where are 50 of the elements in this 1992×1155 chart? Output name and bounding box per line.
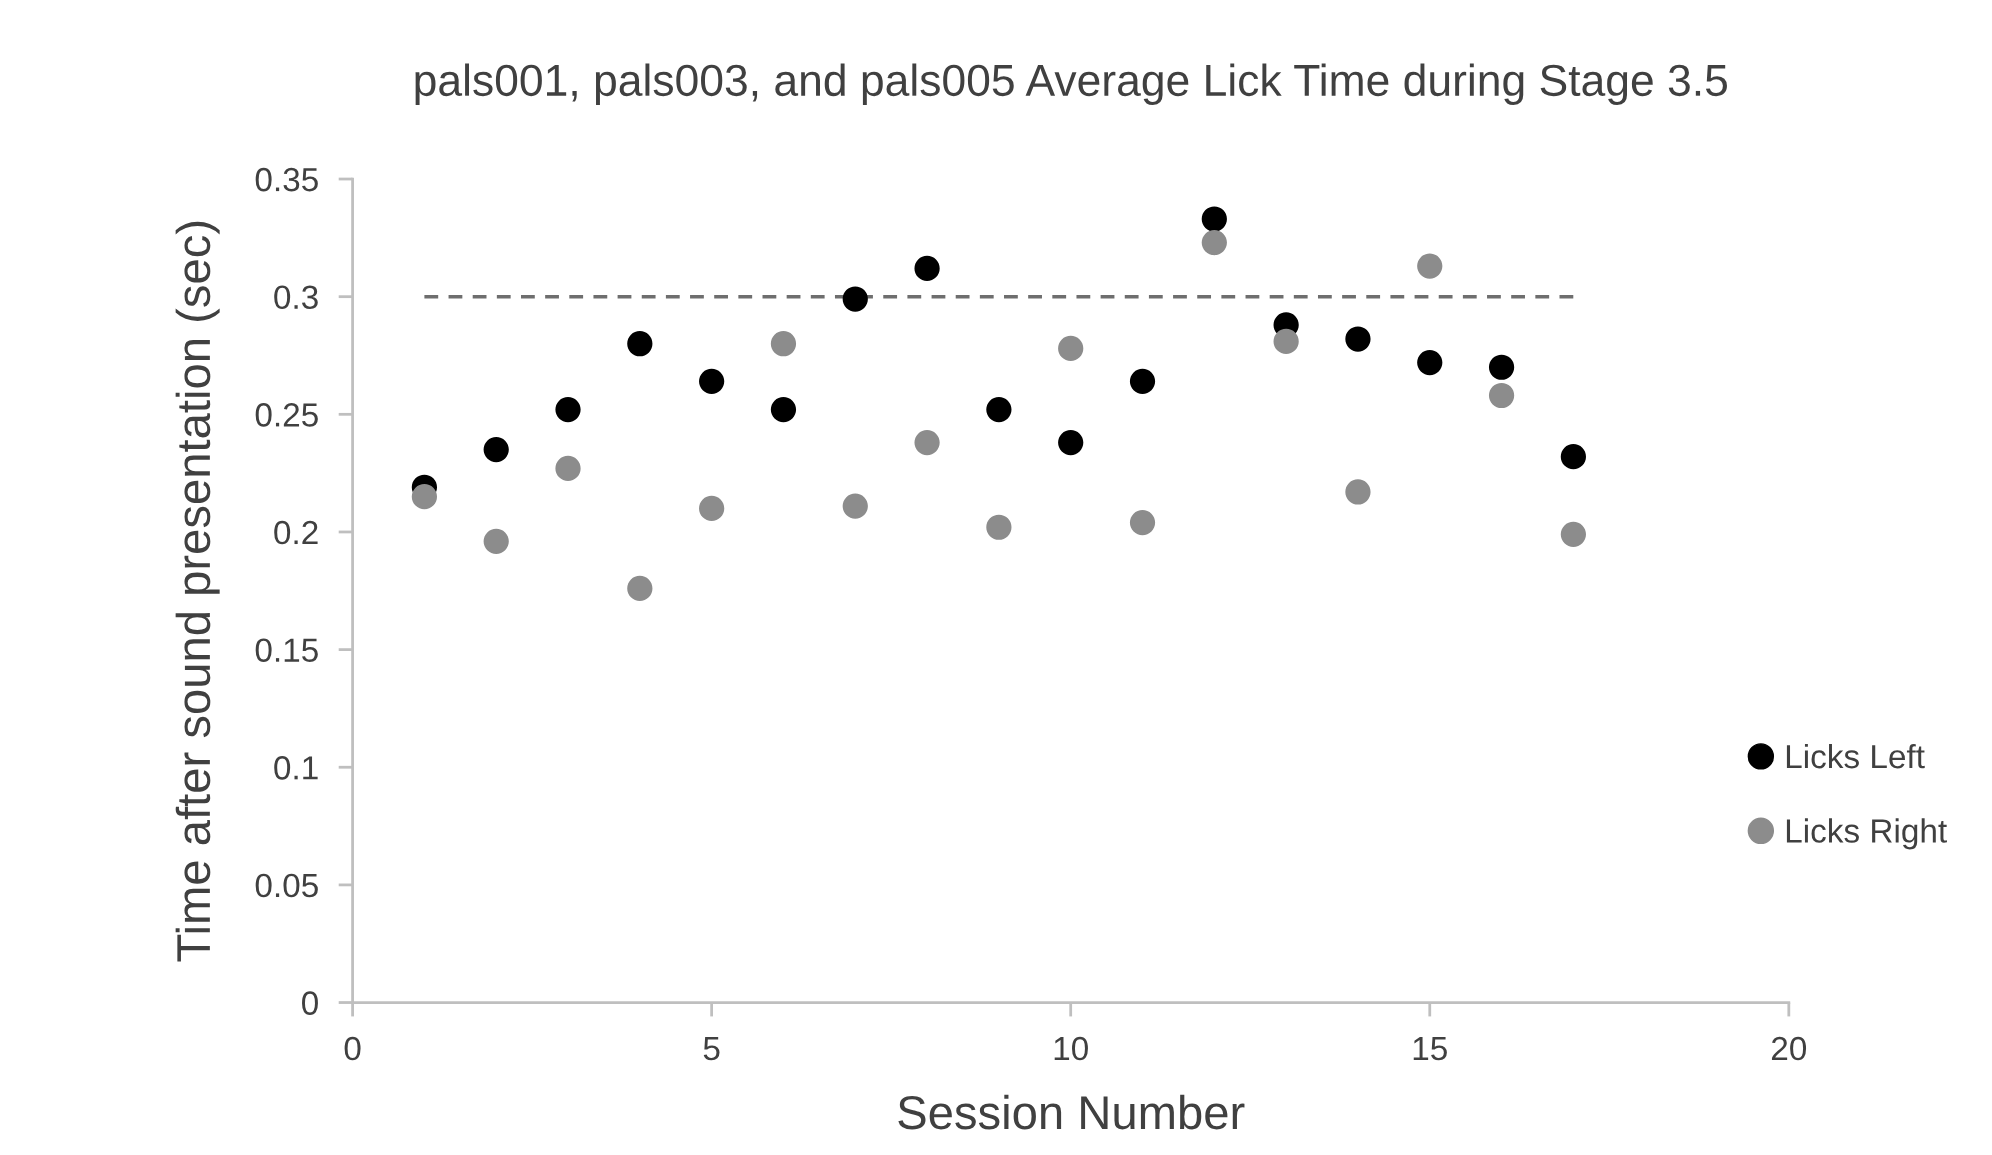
y-tick-label: 0.05 bbox=[255, 873, 318, 898]
point bbox=[1129, 368, 1156, 394]
point bbox=[842, 286, 868, 312]
point bbox=[483, 528, 509, 554]
legend-label: Licks Left bbox=[1786, 743, 1925, 769]
point bbox=[914, 255, 940, 282]
point bbox=[1345, 479, 1371, 505]
y-tick-label: 0.1 bbox=[274, 756, 318, 780]
point bbox=[1560, 521, 1586, 547]
point bbox=[1417, 253, 1443, 279]
point bbox=[770, 331, 797, 357]
x-tick-label: 0 bbox=[344, 1036, 361, 1061]
legend-label: Licks Right bbox=[1786, 818, 1947, 850]
x-axis-title: Session Number bbox=[898, 1094, 1245, 1130]
point bbox=[1201, 229, 1227, 256]
point bbox=[1058, 429, 1084, 456]
point bbox=[1273, 328, 1299, 354]
point bbox=[627, 331, 653, 357]
point bbox=[699, 495, 725, 522]
point bbox=[986, 396, 1012, 423]
point bbox=[842, 493, 868, 519]
point bbox=[555, 455, 581, 482]
y-tick-label: 0.15 bbox=[255, 638, 318, 663]
y-axis-title: Time after sound presentation (sec) bbox=[175, 221, 220, 962]
point bbox=[483, 436, 509, 463]
point bbox=[1201, 206, 1227, 232]
x-tick-label: 15 bbox=[1413, 1037, 1447, 1061]
x-tick-label: 20 bbox=[1771, 1036, 1807, 1061]
point bbox=[770, 396, 797, 423]
point bbox=[699, 368, 725, 394]
point bbox=[1560, 444, 1586, 470]
point bbox=[1488, 354, 1515, 380]
point bbox=[1058, 335, 1084, 362]
y-tick-label: 0.3 bbox=[274, 285, 318, 310]
y-tick-label: 0.2 bbox=[274, 520, 318, 545]
y-tick-label: 0.25 bbox=[255, 403, 318, 427]
point bbox=[1488, 382, 1515, 409]
point bbox=[555, 396, 581, 423]
point bbox=[1345, 326, 1371, 352]
point bbox=[914, 429, 940, 456]
y-tick-label: 0.35 bbox=[255, 167, 318, 192]
x-tick-label: 5 bbox=[703, 1037, 720, 1061]
point bbox=[411, 484, 438, 510]
point bbox=[627, 575, 653, 602]
y-tick-label: 0 bbox=[302, 991, 318, 1015]
point bbox=[1417, 349, 1443, 376]
point bbox=[986, 514, 1012, 540]
x-tick-label: 10 bbox=[1054, 1036, 1088, 1061]
chart-title: pals001, pals003, and pals005 Average Lick Time during Stage 3.5 bbox=[415, 63, 1727, 105]
point bbox=[1129, 509, 1156, 536]
